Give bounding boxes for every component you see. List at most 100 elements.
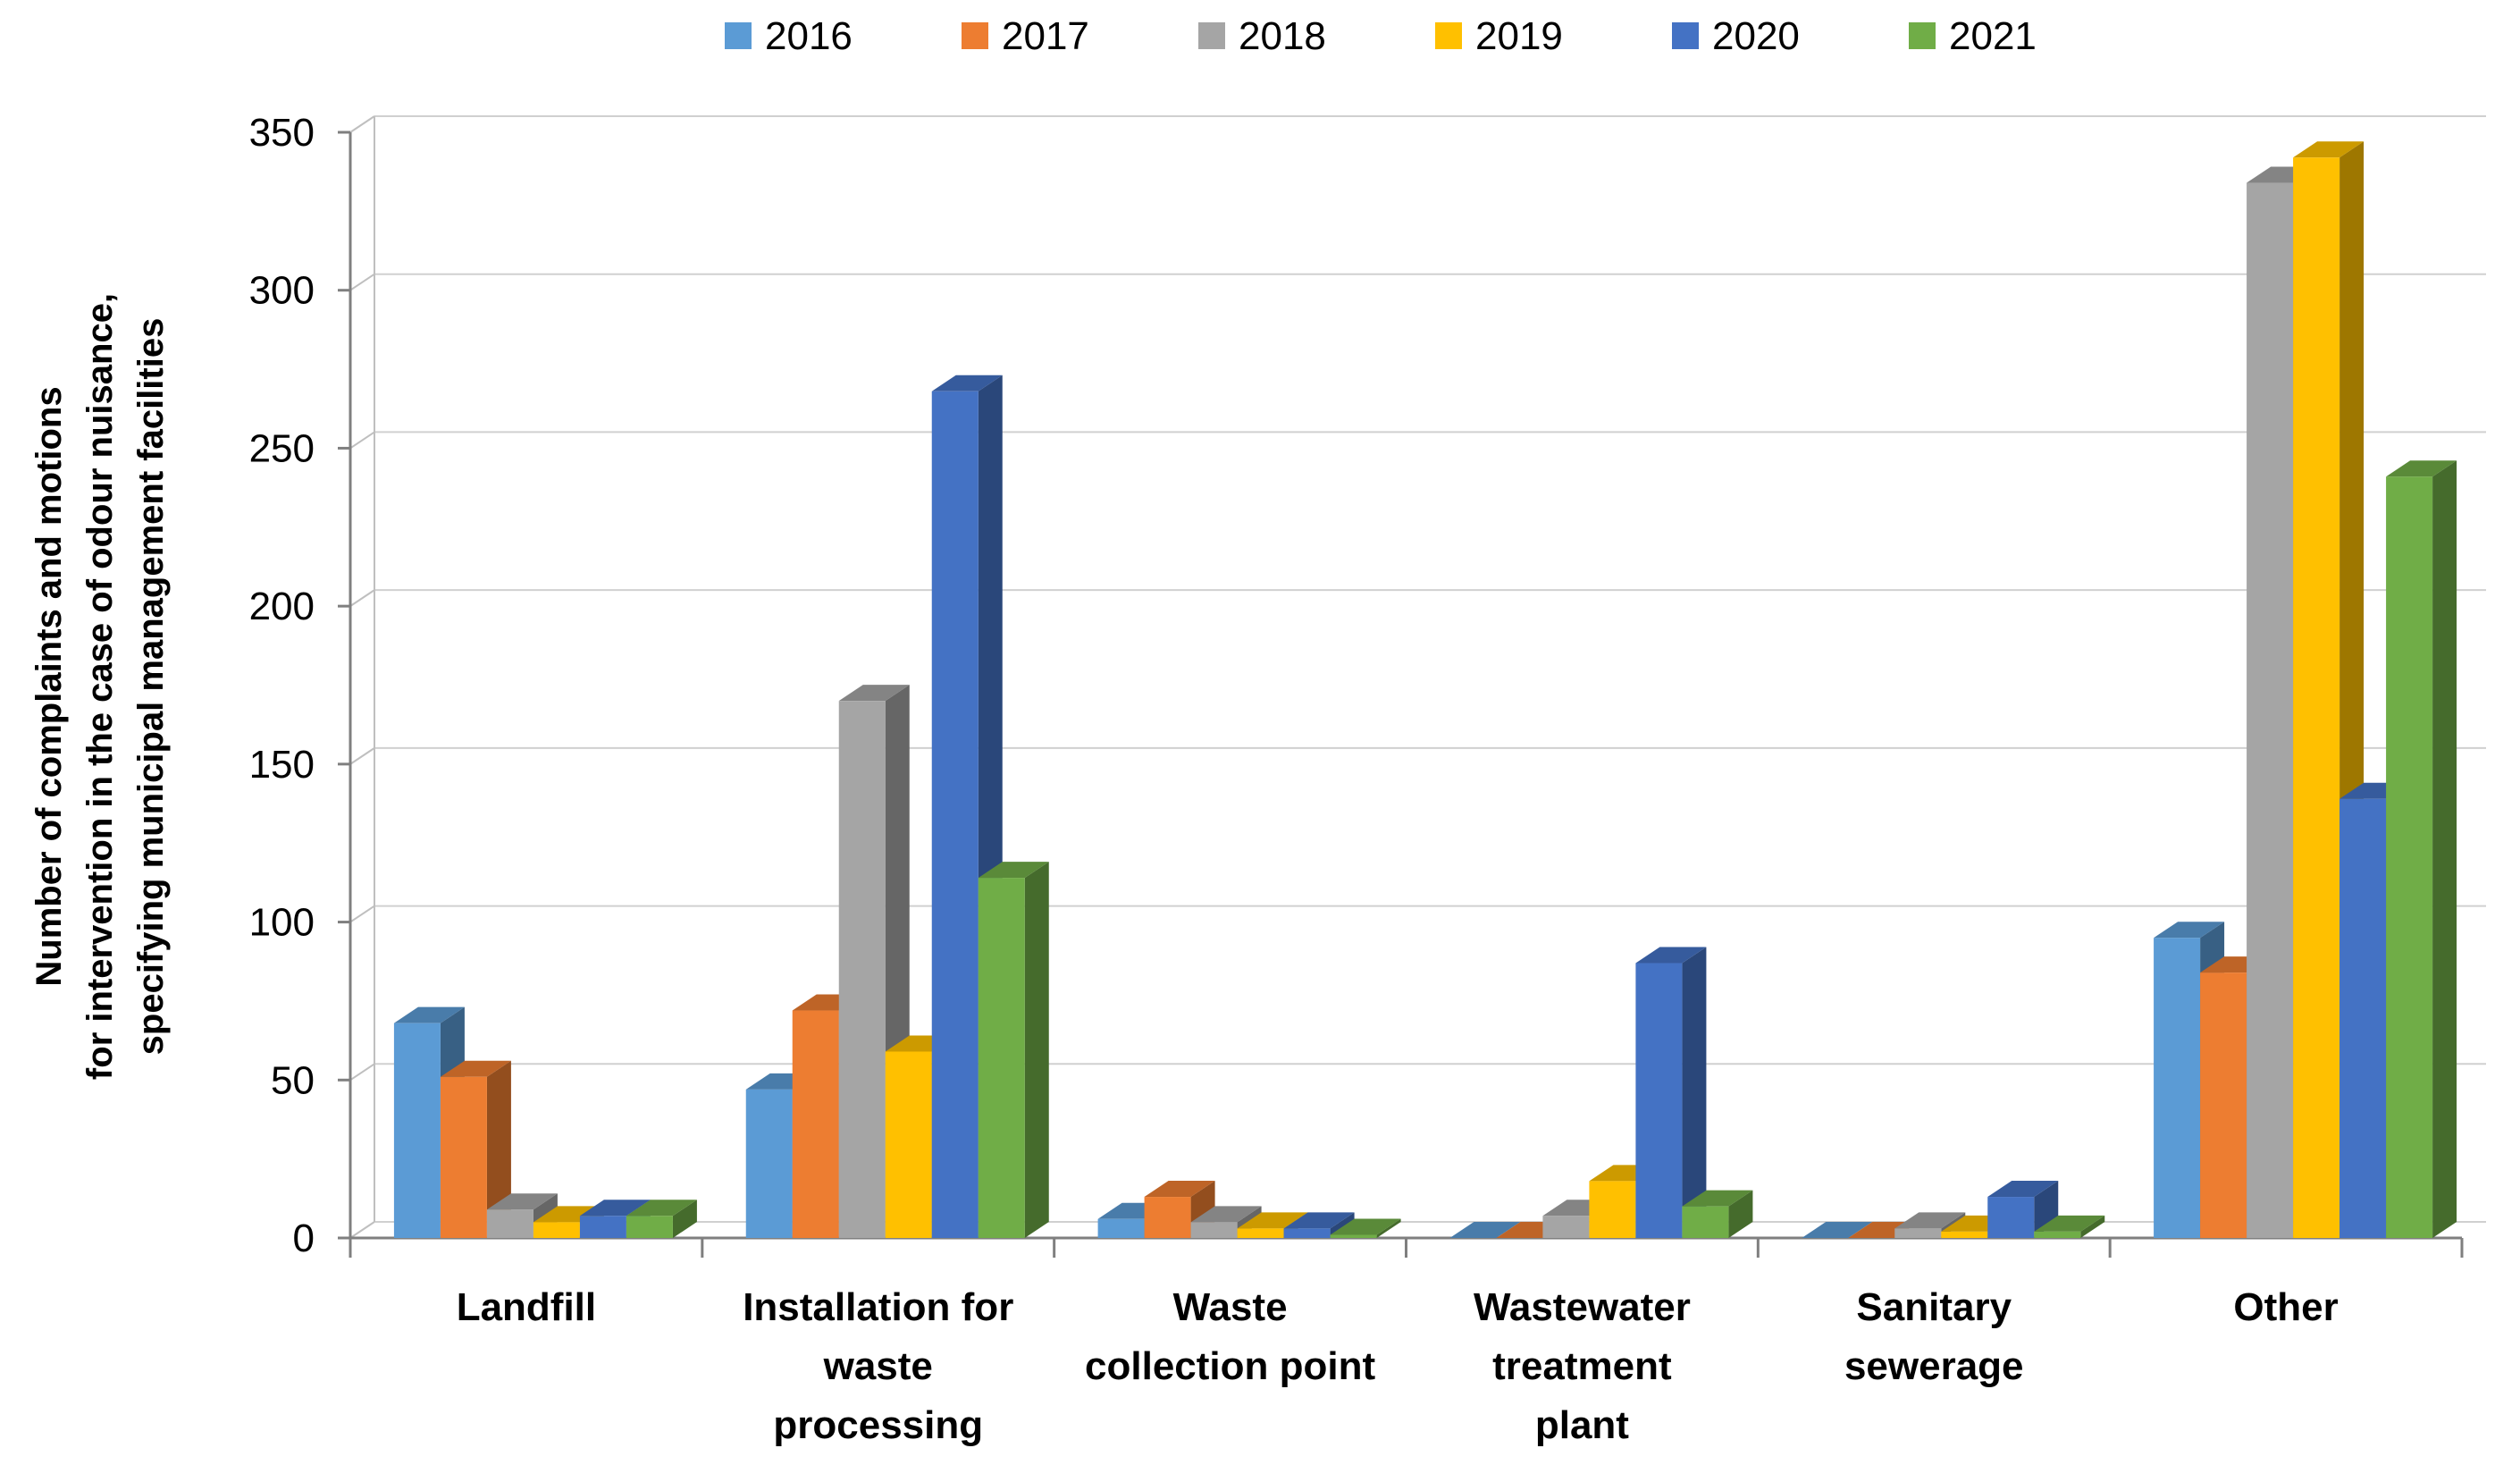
bar-2021 — [626, 1200, 697, 1238]
y-axis-title-line: Number of complaints and motions — [29, 386, 69, 986]
y-tick-label: 100 — [249, 901, 315, 945]
category-label: Sanitary sewerage — [1844, 1285, 2024, 1388]
bar-top — [838, 685, 910, 702]
bar-front — [885, 1051, 932, 1238]
category-label: Waste collection point — [1085, 1285, 1375, 1388]
y-axis-title-line: for intervention in the case of odour nu… — [80, 293, 120, 1080]
bar-2021 — [978, 862, 1049, 1238]
y-tick-label: 300 — [249, 269, 315, 313]
side-gridline — [349, 273, 375, 291]
bar-side — [672, 1200, 697, 1238]
legend-label: 2020 — [1712, 14, 1800, 58]
bar-2017 — [440, 1060, 511, 1238]
category-label: Installation for waste processing — [743, 1285, 1013, 1447]
side-gridline — [349, 1063, 375, 1082]
bar-top — [626, 1200, 697, 1217]
side-gridline — [349, 431, 375, 450]
bar-2016 — [1802, 1222, 1873, 1238]
category-label-line: Installation for — [743, 1285, 1013, 1329]
bar-side — [1682, 947, 1707, 1238]
bar-2021 — [2034, 1215, 2105, 1238]
side-gridline — [349, 589, 375, 607]
legend: 2016 2017 2018 2019 2020 2021 — [725, 14, 2037, 58]
bar-top — [1144, 1181, 1215, 1198]
category-label: Wastewater treatment plant — [1474, 1285, 1691, 1447]
bar-side — [486, 1060, 511, 1238]
bar-2016 — [1449, 1222, 1521, 1238]
bar-side — [2432, 460, 2457, 1238]
bar-front — [838, 701, 886, 1238]
y-axis-title: Number of complaints and motions for inte… — [29, 293, 171, 1080]
bar-front — [579, 1216, 626, 1238]
legend-label: 2018 — [1239, 14, 1326, 58]
bar-2020 — [1635, 947, 1707, 1238]
y-tick-label: 150 — [249, 743, 315, 787]
bar-top — [1449, 1222, 1521, 1238]
y-tick-labels: 0 50 100 150 200 250 300 350 — [249, 111, 315, 1260]
bar-2021 — [1682, 1190, 1753, 1238]
bar-front — [1589, 1181, 1636, 1238]
side-gridline — [349, 115, 375, 133]
bar-front — [2339, 798, 2387, 1238]
y-tick-label: 350 — [249, 111, 315, 155]
legend-label: 2016 — [765, 14, 853, 58]
bar-top — [1635, 947, 1707, 964]
category-labels: Landfill Installation for waste processing W… — [457, 1285, 2339, 1447]
category-label: Landfill — [457, 1285, 596, 1329]
legend-swatch — [1198, 22, 1225, 49]
bar-top — [1802, 1222, 1873, 1238]
bar-front — [1330, 1234, 1377, 1238]
category-label-line: waste — [823, 1344, 933, 1388]
bar-top — [2386, 460, 2457, 477]
category-label: Other — [2233, 1285, 2338, 1329]
legend-swatch — [1435, 22, 1462, 49]
bar-front — [1283, 1228, 1331, 1238]
bar-front — [1987, 1197, 2035, 1238]
bar-top — [1330, 1218, 1401, 1235]
bar-front — [1097, 1218, 1145, 1238]
bar-2021 — [1330, 1218, 1401, 1238]
category-label-line: Landfill — [457, 1285, 596, 1329]
bar-front — [533, 1222, 580, 1238]
bar-front — [1941, 1231, 1988, 1238]
y-axis-title: Number of complaints and motions for inte… — [29, 293, 171, 1080]
bar-top — [1237, 1212, 1308, 1229]
category-label-line: processing — [773, 1403, 983, 1447]
bar-top — [1682, 1190, 1753, 1207]
y-tick-label: 50 — [271, 1058, 315, 1102]
bar-front — [2200, 972, 2247, 1238]
category-label-line: treatment — [1492, 1344, 1672, 1388]
bar-2019 — [2293, 141, 2365, 1238]
bar-front — [1894, 1228, 1942, 1238]
bar-front — [2247, 182, 2294, 1238]
axes — [338, 131, 2464, 1258]
bar-front — [2293, 157, 2340, 1238]
bar-front — [792, 1010, 839, 1238]
bar-front — [745, 1089, 793, 1238]
bar-top — [2293, 141, 2365, 158]
gridlines — [349, 115, 2486, 1239]
bar-top — [486, 1193, 558, 1210]
side-gridline — [349, 1221, 375, 1239]
y-tick-label: 0 — [293, 1217, 315, 1260]
side-gridline — [349, 905, 375, 923]
bar-front — [978, 878, 1025, 1238]
category-label-line: collection point — [1085, 1344, 1375, 1388]
bar-side — [1376, 1218, 1401, 1238]
bar-front — [626, 1216, 673, 1238]
legend-swatch — [725, 22, 752, 49]
category-label-line: plant — [1535, 1403, 1629, 1447]
category-label-line: Wastewater — [1474, 1285, 1691, 1329]
bar-side — [1728, 1190, 1753, 1238]
category-label-line: sewerage — [1844, 1344, 2024, 1388]
legend-swatch — [1909, 22, 1936, 49]
legend-label: 2019 — [1475, 14, 1563, 58]
bar-top — [978, 862, 1049, 879]
legend-label: 2017 — [1002, 14, 1089, 58]
bar-top — [1283, 1212, 1355, 1229]
bar-top — [1190, 1206, 1262, 1223]
bar-front — [1682, 1206, 1729, 1238]
bar-front — [2154, 938, 2201, 1238]
